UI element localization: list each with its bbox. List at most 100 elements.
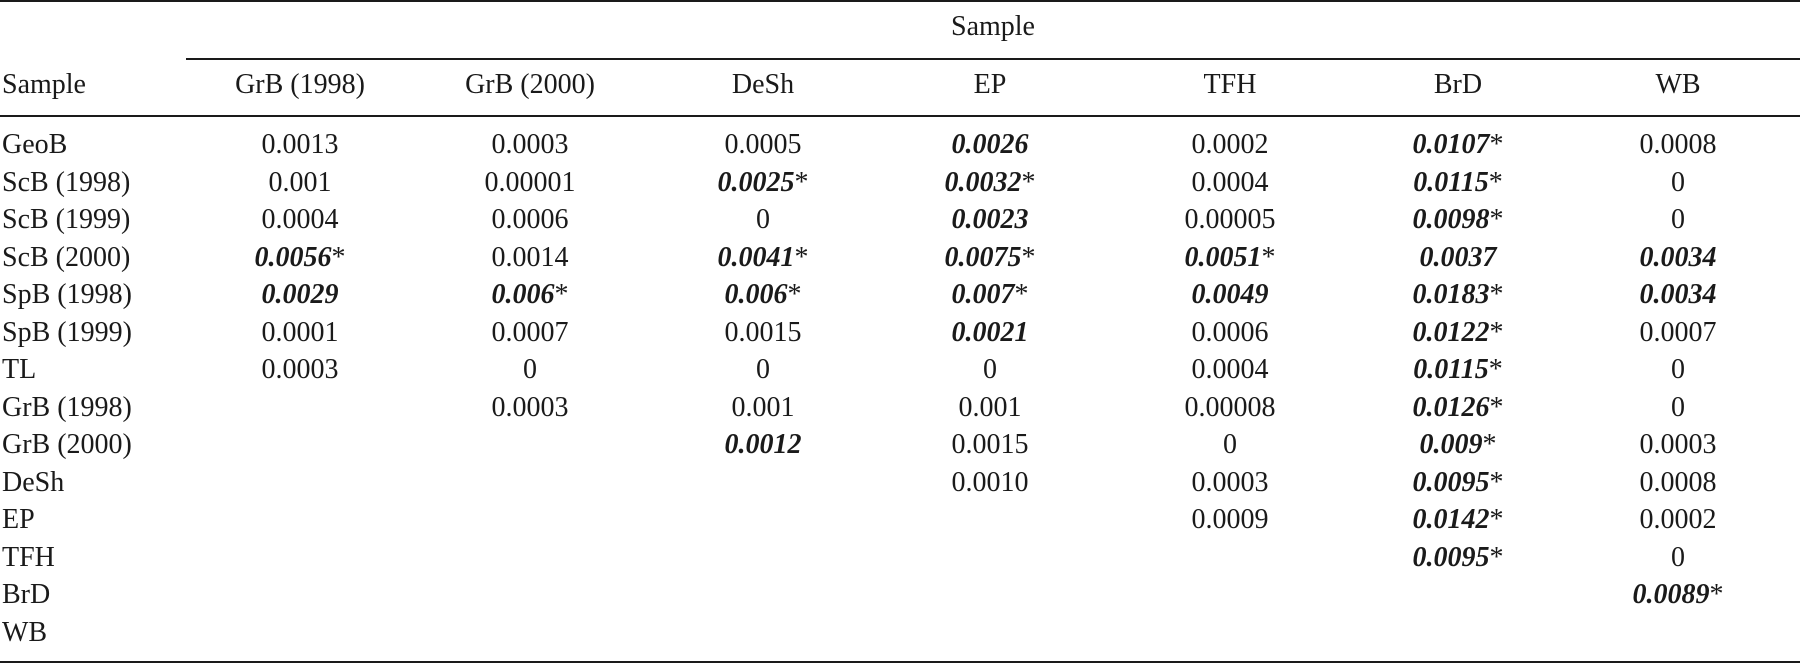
cell-value: 0	[756, 204, 770, 235]
table-row: GrB (1998) 0.0003 0.001 0.001 0.00008 0.0126*…	[0, 389, 1800, 426]
cell-value: 0.0003	[261, 354, 339, 385]
row-label: TL	[2, 354, 37, 385]
cell-value: 0.00005	[1184, 204, 1276, 235]
table-row: WB	[0, 614, 1800, 651]
cell-value: 0.00001	[484, 166, 576, 198]
cell-value: 0.0021	[951, 316, 1029, 348]
significance-marker: *	[1482, 429, 1497, 460]
table-cell: 0.001	[870, 389, 1110, 426]
table-row: TFH 0.0095* 0	[0, 539, 1800, 576]
cell-value: 0.0007	[491, 316, 569, 348]
significance-marker: *	[794, 166, 809, 198]
cell-value: 0.0115	[1413, 166, 1489, 198]
table-cell: 0.0012	[643, 426, 883, 463]
cell-value: 0	[756, 354, 770, 385]
table-cell: 0.0013	[180, 126, 420, 163]
table-cell: 0.0004	[180, 201, 420, 238]
header-rule	[0, 115, 1800, 117]
table-cell: 0.0004	[1110, 351, 1350, 388]
significance-marker: *	[1489, 391, 1504, 423]
cell-value: 0.0013	[261, 129, 339, 160]
column-header: GrB (2000)	[465, 69, 595, 100]
cell-value: 0.0107	[1412, 129, 1490, 160]
table-cell: 0.0008	[1558, 126, 1798, 163]
cell-value: 0.0002	[1639, 504, 1717, 535]
significance-marker: *	[1489, 129, 1504, 160]
row-label: GrB (2000)	[2, 429, 132, 460]
table-row: EP 0.0009 0.0142* 0.0002	[0, 501, 1800, 538]
cell-value: 0.0004	[1191, 354, 1269, 385]
row-label: ScB (1998)	[2, 166, 131, 198]
column-header: EP	[973, 69, 1007, 100]
table-cell: 0.00008	[1110, 389, 1350, 426]
cell-value: 0	[1671, 541, 1685, 573]
table-cell: 0.007*	[870, 276, 1110, 313]
table-cell: 0.0107*	[1338, 126, 1578, 163]
cell-value: 0.0003	[1191, 466, 1269, 498]
bottom-rule	[0, 661, 1800, 663]
significance-marker: *	[1489, 204, 1504, 235]
table-row: ScB (2000) 0.0056* 0.0014 0.0041* 0.0075* 0.0…	[0, 239, 1800, 276]
cell-value: 0.0041	[717, 241, 795, 273]
cell-value: 0.0003	[1639, 429, 1717, 460]
table-row: SpB (1999) 0.0001 0.0007 0.0015 0.0021 0.0006…	[0, 314, 1800, 351]
table-cell: 0.0002	[1558, 501, 1798, 538]
table-cell: 0.0023	[870, 201, 1110, 238]
table-cell: 0.0115*	[1338, 164, 1578, 201]
cell-value: 0.0089	[1632, 579, 1710, 610]
cell-value: 0	[1223, 429, 1237, 460]
cell-value: 0.0032	[944, 166, 1022, 198]
table-cell: 0	[643, 201, 883, 238]
column-header: DeSh	[731, 69, 795, 100]
table-cell: 0.0037	[1338, 239, 1578, 276]
cell-value: 0.001	[958, 391, 1022, 423]
table-cell: 0.0095*	[1338, 464, 1578, 501]
table-row: SpB (1998) 0.0029 0.006* 0.006* 0.007* 0.0049…	[0, 276, 1800, 313]
table-cell: 0.0003	[410, 389, 650, 426]
table-cell: 0.0002	[1110, 126, 1350, 163]
row-label: TFH	[2, 541, 55, 573]
cell-value: 0.0008	[1639, 129, 1717, 160]
cell-value: 0.0023	[951, 204, 1029, 235]
table-cell: 0.0115*	[1338, 351, 1578, 388]
row-label: GeoB	[2, 129, 68, 160]
cell-value: 0.0003	[491, 391, 569, 423]
table-cell: 0.0003	[410, 126, 650, 163]
cell-value: 0.0095	[1412, 466, 1490, 498]
table-cell: 0.006*	[643, 276, 883, 313]
cell-value: 0.0001	[261, 316, 339, 348]
cell-value: 0.0126	[1412, 391, 1490, 423]
cell-value: 0	[983, 354, 997, 385]
table-cell: 0.0025*	[643, 164, 883, 201]
cell-value: 0	[1671, 166, 1685, 198]
significance-marker: *	[1489, 504, 1504, 535]
row-label: GrB (1998)	[2, 391, 132, 423]
cell-value: 0.0003	[491, 129, 569, 160]
table-cell: 0.0095*	[1338, 539, 1578, 576]
table-cell: 0.0003	[180, 351, 420, 388]
table-row: ScB (1998) 0.001 0.00001 0.0025* 0.0032* 0.00…	[0, 164, 1800, 201]
cell-value: 0.0115	[1413, 354, 1489, 385]
table-cell: 0	[643, 351, 883, 388]
table-cell: 0.0015	[870, 426, 1110, 463]
row-label: BrD	[2, 579, 51, 610]
row-label: SpB (1998)	[2, 279, 132, 310]
cell-value: 0.0037	[1419, 241, 1497, 273]
cell-value: 0	[523, 354, 537, 385]
table-cell: 0.0126*	[1338, 389, 1578, 426]
cell-value: 0.0029	[261, 279, 339, 310]
table-cell: 0.0008	[1558, 464, 1798, 501]
top-rule	[0, 0, 1800, 2]
row-label: EP	[2, 504, 35, 535]
column-header: WB	[1655, 69, 1701, 100]
cell-value: 0	[1671, 391, 1685, 423]
table-cell: 0.0015	[643, 314, 883, 351]
cell-value: 0.0009	[1191, 504, 1269, 535]
table-cell: 0.00001	[410, 164, 650, 201]
cell-value: 0.0034	[1639, 241, 1717, 273]
cell-value: 0.0051	[1184, 241, 1262, 273]
cell-value: 0.0004	[1191, 166, 1269, 198]
table-cell: 0.0014	[410, 239, 650, 276]
cell-value: 0	[1671, 354, 1685, 385]
